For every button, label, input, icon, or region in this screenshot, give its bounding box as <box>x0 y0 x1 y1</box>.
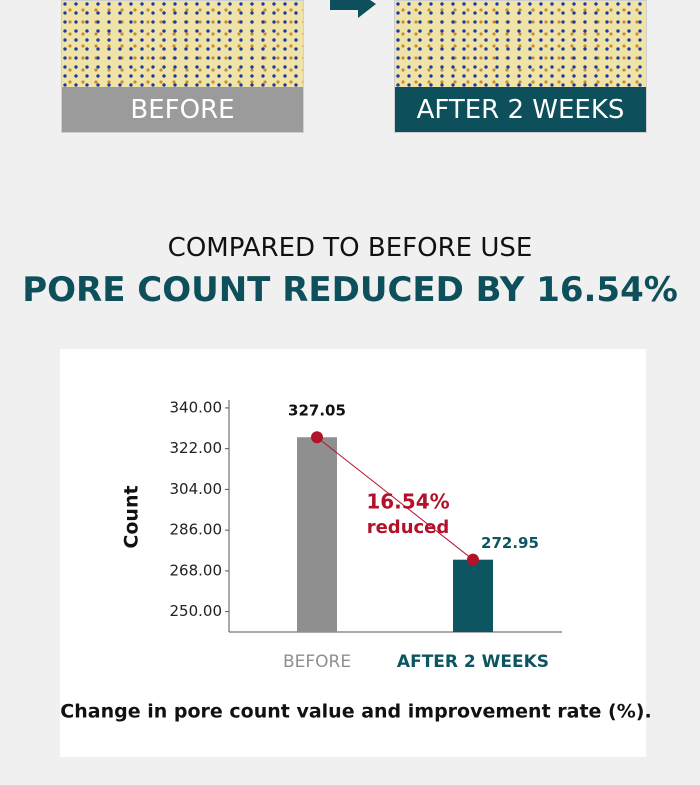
x-tick-label: AFTER 2 WEEKS <box>397 652 549 672</box>
value-point <box>467 553 479 566</box>
y-tick-label: 250.00 <box>170 602 223 620</box>
annotation: 16.54% <box>366 490 449 514</box>
y-tick-label: 340.00 <box>170 398 223 416</box>
arrow-shape <box>330 0 376 18</box>
before-panel: BEFORE <box>61 0 304 133</box>
chart-card <box>60 349 646 757</box>
skin-image <box>395 1 646 87</box>
y-tick-label: 286.00 <box>170 521 223 539</box>
annotation: reduced <box>367 517 450 538</box>
panel-label: BEFORE <box>62 87 303 132</box>
connector-line <box>316 436 474 561</box>
caption: Change in pore count value and improveme… <box>60 701 651 723</box>
y-axis-label: Count <box>121 485 143 548</box>
panel-label: AFTER 2 WEEKS <box>395 87 646 132</box>
subheading: COMPARED TO BEFORE USE <box>167 233 533 263</box>
skin-image <box>62 1 303 87</box>
heading: PORE COUNT REDUCED BY 16.54% <box>22 270 678 310</box>
bar <box>453 559 493 632</box>
x-tick-label: BEFORE <box>283 652 351 672</box>
value-label: 327.05 <box>288 402 346 420</box>
y-tick-label: 268.00 <box>170 561 223 579</box>
y-tick-label: 304.00 <box>170 480 223 498</box>
y-tick-label: 322.00 <box>170 439 223 457</box>
value-label: 272.95 <box>481 534 539 552</box>
value-point <box>311 431 323 444</box>
after-panel: AFTER 2 WEEKS <box>394 0 647 133</box>
bar <box>297 437 337 632</box>
arrow <box>330 0 376 18</box>
